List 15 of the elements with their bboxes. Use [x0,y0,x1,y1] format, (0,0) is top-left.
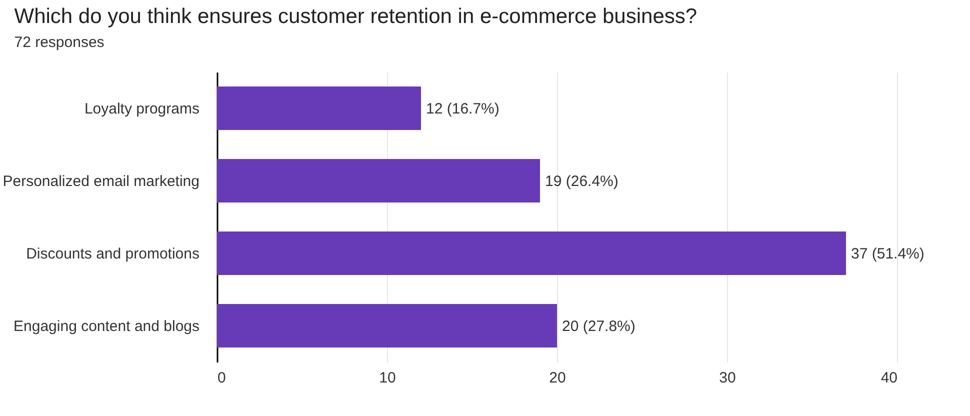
data-label: 20 (27.8%) [562,318,636,335]
data-label: 19 (26.4%) [545,172,618,190]
y-tick-label: Discounts and promotions [26,245,200,262]
x-tick-label: 20 [549,370,566,386]
x-tick-label: 30 [719,370,736,386]
data-label: 37 (51.4%) [851,245,924,262]
data-label: 12 (16.7%) [426,100,500,118]
x-tick-label: 10 [379,370,396,386]
y-tick-label: Loyalty programs [84,100,200,118]
x-tick-label: 0 [218,370,226,386]
x-tick-label: 40 [880,370,898,386]
y-tick-label: Personalized email marketing [2,172,200,190]
chart-title: Which do you think ensures customer retention in e-commerce business? [14,5,698,28]
text: 72 responses [14,34,104,51]
y-tick-label: Engaging content and blogs [14,318,200,335]
